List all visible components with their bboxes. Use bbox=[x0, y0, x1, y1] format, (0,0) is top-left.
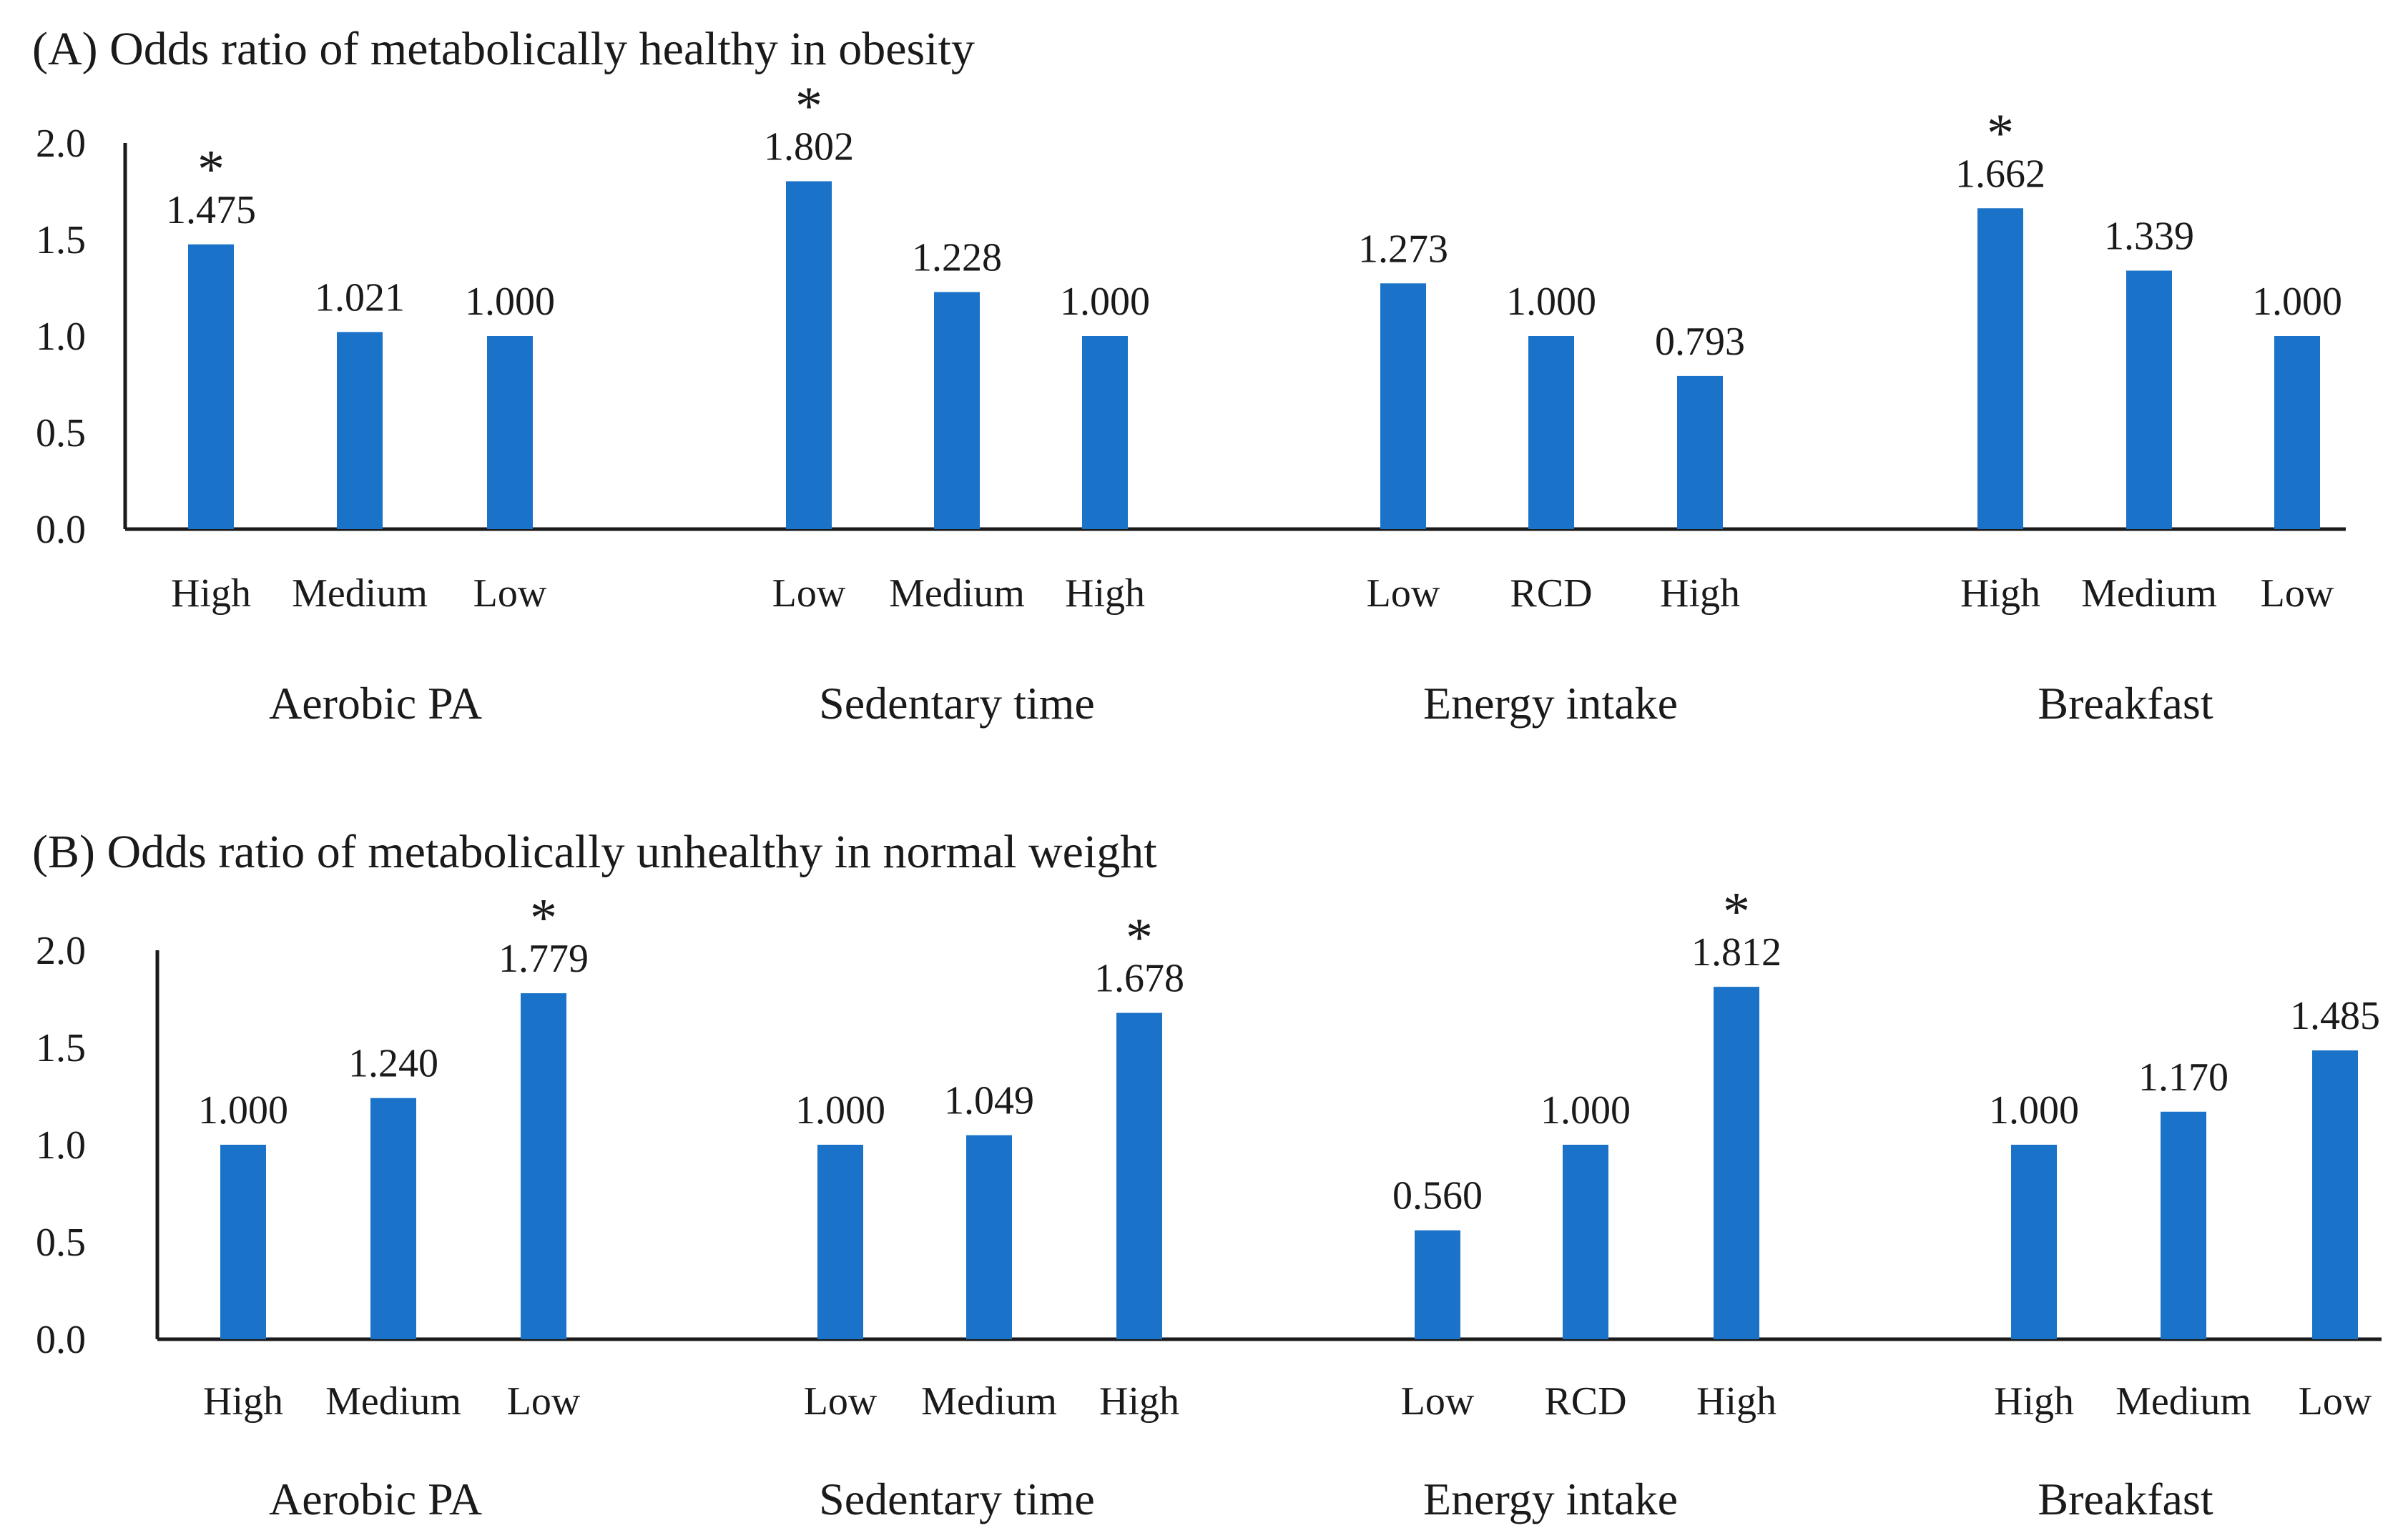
panel-a-y-tick-label: 0.0 bbox=[36, 508, 86, 552]
panel-b-bar-aerobic-pa-low bbox=[521, 993, 566, 1339]
panel-a-bar-breakfast-high bbox=[1977, 208, 2023, 529]
panel-a-bar-breakfast-low bbox=[2274, 336, 2320, 529]
panel-a-value-label: 1.228 bbox=[912, 235, 1002, 280]
panel-b-value-label: 1.000 bbox=[1540, 1088, 1631, 1133]
panel-a-category-label: Medium bbox=[889, 571, 1025, 616]
panel-b-bar-energy-intake-rcd bbox=[1563, 1145, 1608, 1339]
panel-b-y-tick-label: 2.0 bbox=[36, 929, 86, 973]
panel-b-group-label-aerobic-pa: Aerobic PA bbox=[269, 1474, 482, 1524]
panel-a-category-label: Low bbox=[1367, 571, 1440, 616]
panel-b-category-label: RCD bbox=[1544, 1379, 1626, 1424]
panel-a-y-tick-label: 1.0 bbox=[36, 315, 86, 359]
panel-a-bar-energy-intake-rcd bbox=[1528, 336, 1574, 529]
panel-a-y-tick-label: 1.5 bbox=[36, 218, 86, 262]
panel-b-bar-breakfast-low bbox=[2312, 1050, 2358, 1339]
panel-a-value-label: 1.000 bbox=[2252, 280, 2342, 324]
panel-b-value-label: 1.812 bbox=[1691, 930, 1782, 975]
panel-b-value-label: 1.000 bbox=[1989, 1088, 2079, 1133]
panel-a-significance-star: * bbox=[197, 139, 225, 199]
panel-a-group-label-breakfast: Breakfast bbox=[2038, 678, 2213, 729]
panel-a-bar-aerobic-pa-medium bbox=[337, 332, 383, 529]
panel-b-category-label: Medium bbox=[921, 1379, 1057, 1424]
panel-b-bar-sedentary-time-medium bbox=[966, 1135, 1012, 1339]
panel-b-value-label: 1.049 bbox=[944, 1079, 1034, 1123]
panel-a-title: (A) Odds ratio of metabolically healthy … bbox=[32, 23, 975, 75]
panel-a-significance-star: * bbox=[1987, 103, 2014, 163]
panel-a-bar-aerobic-pa-high bbox=[188, 244, 234, 529]
panel-b-y-tick-label: 0.0 bbox=[36, 1318, 86, 1362]
panel-a-category-label: High bbox=[1065, 571, 1145, 616]
panel-b-y-tick-label: 1.5 bbox=[36, 1026, 86, 1070]
panel-b-group-label-breakfast: Breakfast bbox=[2038, 1474, 2213, 1524]
panel-b-y-tick-label: 1.0 bbox=[36, 1123, 86, 1168]
panel-a-category-label: Low bbox=[2261, 571, 2334, 616]
panel-b-category-label: High bbox=[203, 1379, 283, 1424]
panel-b-category-label: Low bbox=[507, 1379, 581, 1424]
panel-b-value-label: 1.678 bbox=[1094, 957, 1184, 1001]
panel-b-category-label: Low bbox=[1401, 1379, 1475, 1424]
panel-b-bar-sedentary-time-high bbox=[1116, 1012, 1162, 1339]
panel-a-value-label: 1.662 bbox=[1955, 152, 2045, 196]
panel-a-bar-sedentary-time-medium bbox=[934, 292, 980, 529]
panel-b-value-label: 1.240 bbox=[348, 1042, 438, 1086]
panel-b-bar-aerobic-pa-high bbox=[220, 1145, 266, 1339]
panel-a-bar-energy-intake-high bbox=[1677, 375, 1723, 529]
panel-b-significance-star: * bbox=[530, 888, 557, 948]
panel-a-y-tick-label: 0.5 bbox=[36, 411, 86, 455]
panel-b-category-label: Low bbox=[804, 1379, 878, 1424]
panel-a-category-label: Medium bbox=[2081, 571, 2217, 616]
panel-b-title: (B) Odds ratio of metabolically unhealth… bbox=[32, 826, 1157, 878]
panel-b-value-label: 1.485 bbox=[2290, 994, 2380, 1038]
panel-a-category-label: Low bbox=[473, 571, 547, 616]
panel-a-bar-sedentary-time-low bbox=[786, 181, 832, 529]
panel-a-y-tick-label: 2.0 bbox=[36, 122, 86, 166]
panel-b-bar-breakfast-high bbox=[2011, 1145, 2057, 1339]
panel-b-value-label: 1.000 bbox=[795, 1088, 885, 1133]
panel-a-group-label-energy-intake: Energy intake bbox=[1423, 678, 1678, 729]
panel-a-value-label: 1.475 bbox=[166, 188, 256, 232]
panel-a-category-label: High bbox=[1660, 571, 1740, 616]
panel-b-category-label: High bbox=[1099, 1379, 1179, 1424]
panel-b-value-label: 1.000 bbox=[198, 1088, 288, 1133]
panel-a-bar-aerobic-pa-low bbox=[487, 336, 533, 529]
panel-b-group-label-energy-intake: Energy intake bbox=[1423, 1474, 1678, 1524]
panel-a-category-label: High bbox=[171, 571, 251, 616]
panel-b-category-label: High bbox=[1994, 1379, 2074, 1424]
panel-a-category-label: RCD bbox=[1510, 571, 1592, 616]
panel-b-group-label-sedentary-time: Sedentary time bbox=[819, 1474, 1095, 1524]
panel-a-group-label-sedentary-time: Sedentary time bbox=[819, 678, 1095, 729]
panel-b-category-label: Medium bbox=[325, 1379, 461, 1424]
panel-a-value-label: 1.000 bbox=[1060, 280, 1150, 324]
panel-b-value-label: 1.170 bbox=[2138, 1055, 2228, 1100]
panel-b-category-label: Low bbox=[2299, 1379, 2372, 1424]
panel-a-value-label: 1.000 bbox=[465, 280, 555, 324]
panel-a-group-label-aerobic-pa: Aerobic PA bbox=[269, 678, 482, 729]
panel-a-value-label: 1.021 bbox=[315, 275, 405, 320]
panel-a-value-label: 1.000 bbox=[1506, 280, 1596, 324]
panel-b-value-label: 0.560 bbox=[1392, 1174, 1483, 1218]
panel-b-y-tick-label: 0.5 bbox=[36, 1221, 86, 1265]
panel-a-bar-breakfast-medium bbox=[2126, 270, 2172, 529]
panel-a-category-label: High bbox=[1960, 571, 2040, 616]
panel-b-category-label: High bbox=[1696, 1379, 1776, 1424]
panel-b-bar-sedentary-time-low bbox=[817, 1145, 863, 1339]
panel-a-value-label: 0.793 bbox=[1655, 320, 1745, 364]
panel-a-value-label: 1.273 bbox=[1358, 227, 1448, 271]
panel-a-value-label: 1.339 bbox=[2104, 214, 2194, 258]
panel-a-category-label: Medium bbox=[292, 571, 428, 616]
panel-b-bar-energy-intake-low bbox=[1415, 1230, 1460, 1339]
panel-b-significance-star: * bbox=[1723, 882, 1750, 942]
panel-a-bar-sedentary-time-high bbox=[1082, 336, 1128, 529]
panel-b-bar-breakfast-medium bbox=[2161, 1111, 2206, 1339]
panel-a-significance-star: * bbox=[795, 76, 822, 136]
panel-b-bar-aerobic-pa-medium bbox=[370, 1098, 416, 1339]
panel-a-bar-energy-intake-low bbox=[1380, 283, 1426, 529]
panel-a-value-label: 1.802 bbox=[764, 124, 854, 169]
panel-b-category-label: Medium bbox=[2115, 1379, 2251, 1424]
panel-b-bar-energy-intake-high bbox=[1714, 987, 1759, 1339]
panel-b-value-label: 1.779 bbox=[498, 937, 589, 981]
panel-a-category-label: Low bbox=[772, 571, 846, 616]
panel-b-significance-star: * bbox=[1126, 908, 1153, 968]
